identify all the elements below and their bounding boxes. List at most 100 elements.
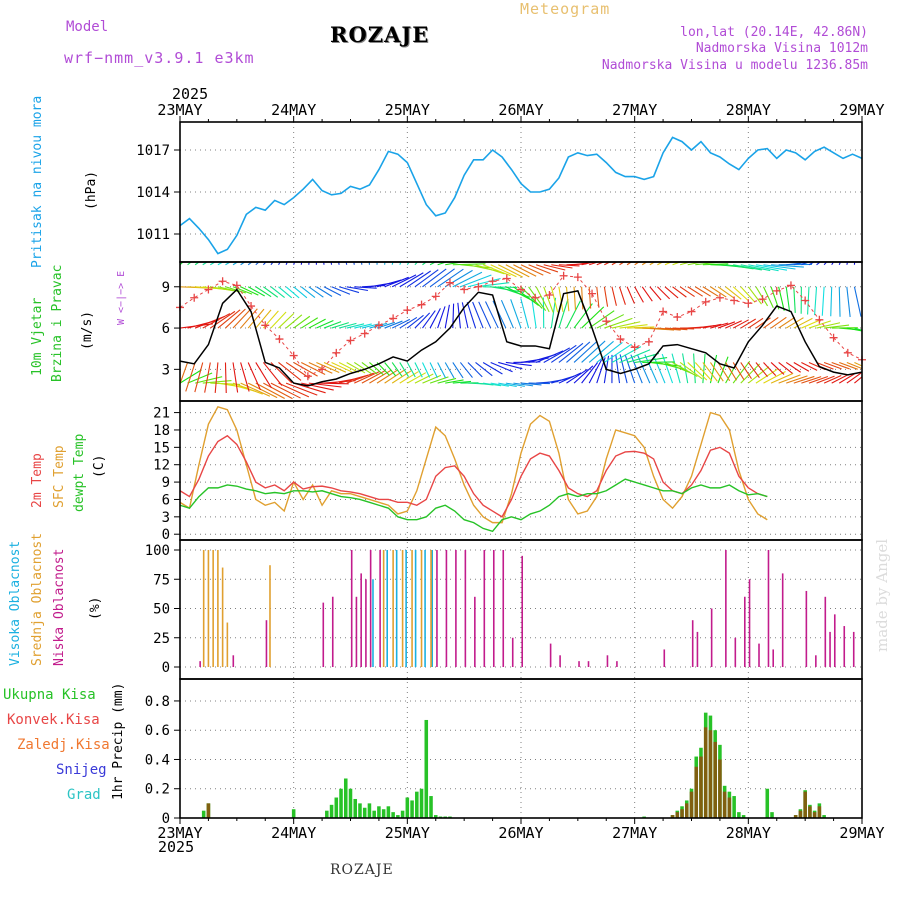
gust-marker	[445, 278, 454, 287]
wind-arrow	[566, 368, 588, 384]
wind-arrow	[785, 317, 804, 329]
wind-arrow	[535, 264, 559, 273]
wind-arrow	[740, 362, 752, 379]
wind-arrow	[535, 350, 564, 363]
wind-arrow	[180, 362, 181, 365]
pressure-tick-label: 1017	[136, 143, 170, 159]
wind-arrow	[255, 309, 272, 329]
wind-arrow	[543, 264, 566, 271]
precip-total-bar	[415, 791, 419, 818]
wind-arrow	[278, 382, 310, 398]
wind-arrow	[345, 262, 348, 265]
cloud-tick-label: 0	[162, 660, 170, 676]
wind-arrow	[565, 286, 570, 312]
wind-arrow	[786, 375, 808, 384]
day-label-top: 24MAY	[271, 101, 316, 119]
wind-arrow	[240, 262, 246, 266]
gust-marker	[374, 321, 383, 330]
wind-arrow	[422, 268, 447, 288]
gust-marker	[829, 333, 838, 342]
wind-arrow	[565, 300, 581, 329]
precip-total-bar	[367, 803, 372, 818]
wind-arrow	[270, 382, 301, 399]
wind-arrow	[861, 362, 862, 364]
wind-arrow	[611, 262, 618, 266]
wind-arrow	[778, 362, 793, 374]
precip-snow-label: Snijeg	[56, 762, 107, 778]
wind-arrow	[361, 362, 378, 375]
wind-arrow	[217, 262, 224, 266]
wind-arrow	[573, 340, 598, 363]
wind-arrow	[459, 362, 473, 378]
wind-arrow	[603, 286, 609, 307]
model-name: wrf−nmm_v3.9.1 e3km	[64, 49, 255, 67]
pressure-tick-label: 1014	[136, 185, 170, 201]
wind-arrow	[778, 374, 801, 384]
wind-arrow	[581, 286, 584, 310]
wind-arrow	[406, 362, 416, 378]
wind-arrow	[846, 372, 862, 384]
precip-total-bar	[339, 788, 343, 818]
wind-arrow	[816, 322, 841, 329]
wind-arrow	[551, 264, 573, 269]
wind-arrow	[702, 323, 722, 329]
wind-arrow	[399, 316, 418, 329]
wind-arrow	[770, 372, 794, 384]
wind-arrow	[846, 286, 851, 317]
wind-arrow	[369, 362, 384, 376]
precip-total-bar	[400, 810, 405, 818]
wind-arrow	[664, 361, 693, 375]
precip-frozen-label: Zaledj.Kisa	[17, 737, 110, 753]
wind-arrow	[854, 361, 862, 367]
wind-arrow	[657, 262, 664, 266]
wind-arrow	[338, 262, 340, 265]
wind-arrow	[710, 286, 727, 298]
precip-total-bar	[386, 806, 391, 818]
gust-marker	[659, 307, 668, 316]
wind-arrow	[217, 309, 241, 329]
wind-arrow	[604, 343, 632, 363]
wind-arrow	[581, 306, 605, 329]
precip-conv-bar	[793, 815, 798, 818]
wind-arrow	[391, 318, 411, 329]
wind-speed-line	[179, 288, 863, 387]
precip-conv-bar	[713, 741, 717, 818]
wind-arrow	[214, 362, 219, 394]
wind-arrow	[816, 361, 834, 370]
wind-arrow	[278, 286, 293, 299]
wind-arrow	[262, 362, 283, 386]
wind-arrow	[484, 301, 499, 329]
wind-arrow	[618, 286, 626, 305]
wind-arrow	[695, 286, 711, 297]
wind-arrow	[255, 286, 272, 298]
wind-arrow	[846, 327, 862, 332]
wind-arrow	[338, 361, 360, 373]
precip-total-bar	[343, 778, 348, 818]
day-label-top: 23MAY	[157, 101, 202, 119]
wind-arrow	[823, 361, 842, 370]
wind-arrow	[354, 286, 377, 289]
wind-arrow	[323, 286, 342, 297]
wind-arrow	[414, 362, 423, 378]
wind-arrow	[278, 362, 302, 381]
wind-arrow	[323, 321, 342, 329]
temp-tick-label: 15	[153, 440, 170, 456]
wind-arrow	[391, 362, 403, 377]
wind-arrow	[588, 359, 603, 384]
wind-arrow	[369, 369, 392, 384]
gust-marker	[502, 274, 511, 283]
wind-arrow	[581, 362, 599, 384]
wind-arrow	[180, 262, 184, 266]
gust-marker	[517, 285, 525, 294]
precip-conv-bar	[808, 806, 812, 818]
wind-arrow	[331, 286, 351, 295]
wind-arrow	[861, 328, 862, 329]
day-label-bottom: 26MAY	[498, 824, 543, 842]
wind-arrow	[368, 262, 370, 265]
wind-arrow	[604, 317, 633, 329]
wind-arrow	[558, 372, 582, 384]
wind-arrow	[331, 322, 349, 329]
precip-hail-label: Grad	[67, 787, 101, 803]
wind-arrow	[581, 340, 606, 363]
wind-arrow	[831, 374, 849, 384]
